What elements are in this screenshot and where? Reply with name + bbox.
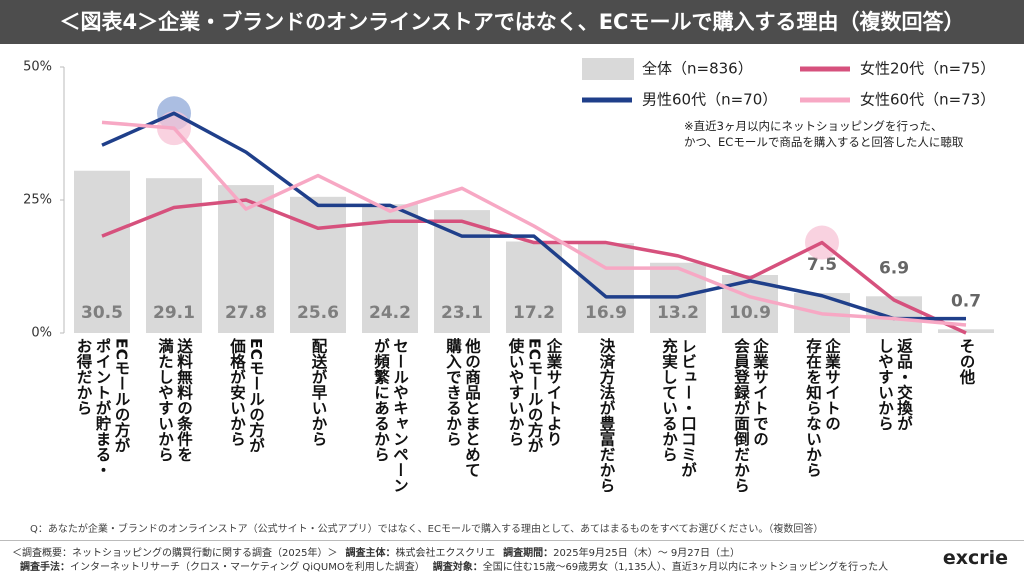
value-label: 16.9 <box>585 303 627 323</box>
value-label: 17.2 <box>513 303 555 323</box>
x-tick-label: その他 <box>957 338 976 385</box>
x-tick-label: 決済方法が豊富だから <box>597 338 616 493</box>
x-tick-label: 企業サイトの 存在を知らないから <box>804 338 841 478</box>
value-label: 24.2 <box>369 303 411 323</box>
logo: excrie <box>942 547 1008 569</box>
title: ＜図表4＞企業・ブランドのオンラインストアではなく、ECモールで購入する理由（複… <box>0 0 1024 44</box>
legend-label: 全体（n=836） <box>642 60 753 78</box>
value-label: 6.9 <box>879 258 909 278</box>
x-tick-label: 他の商品とまとめて 購入できるから <box>444 338 481 478</box>
x-tick-label: 配送が早いから <box>309 338 328 447</box>
value-label: 29.1 <box>153 303 195 323</box>
x-tick-label: 返品・交換が しやすいから <box>876 338 913 431</box>
footer-label: 調査主体： <box>345 548 396 559</box>
legend-swatch <box>582 58 634 80</box>
line <box>101 120 967 327</box>
bar <box>74 170 130 333</box>
footer-text: インターネットリサーチ（クロス・マーケティング QiQUMOを利用した調査） <box>70 562 425 573</box>
value-label: 30.5 <box>81 303 123 323</box>
footer-text: 株式会社エクスクリエ <box>395 548 496 559</box>
value-label: 10.9 <box>729 303 771 323</box>
note: ※直近3ヶ月以内にネットショッピングを行った、 かつ、ECモールで商品を購入する… <box>684 119 964 149</box>
y-tick-label: 50% <box>23 60 52 75</box>
x-tick-label: ECモールの方が ポイントが貯まる・ お得だから <box>74 338 131 478</box>
value-label: 7.5 <box>807 255 837 275</box>
x-tick-label: 企業サイトでの 会員登録が面倒だから <box>732 338 769 493</box>
value-label: 25.6 <box>297 303 339 323</box>
legend-label: 男性60代（n=70） <box>642 91 777 109</box>
bar <box>506 241 562 333</box>
bar <box>866 296 922 333</box>
bar <box>434 210 490 333</box>
x-tick-label: 送料無料の条件を 満たしやすいから <box>156 338 193 462</box>
x-tick-label: 企業サイトより ECモールの方が 使いやすいから <box>506 338 563 453</box>
legend-label: 女性20代（n=75） <box>860 60 995 78</box>
y-tick-label: 25% <box>23 193 52 208</box>
chart: 0% 25% 50% 30.5 29.1 27.8 25.6 24.2 23.1 17.2 16.9… <box>23 58 995 341</box>
footer-label: 調査期間： <box>503 548 554 559</box>
value-label: 13.2 <box>657 303 699 323</box>
footer-label: 調査対象： <box>432 562 483 573</box>
value-label: 27.8 <box>225 303 267 323</box>
footer-text: 全国に住む15歳～69歳男女（1,135人）、直近3ヶ月以内にネットショッピング… <box>482 562 889 573</box>
footer-text: ＜調査概要：ネットショッピングの購買行動に関する調査（2025年）＞ <box>12 548 338 559</box>
line <box>101 111 966 321</box>
value-label: 23.1 <box>441 303 483 323</box>
value-label: 0.7 <box>951 291 981 311</box>
y-tick-label: 0% <box>31 326 52 341</box>
x-tick-label: ECモールの方が 価格が安いから <box>228 338 265 453</box>
footer: ＜調査概要：ネットショッピングの購買行動に関する調査（2025年）＞ 調査主体：株… <box>0 540 1024 573</box>
question: Q：あなたが企業・ブランドのオンラインストア（公式サイト・公式アプリ）ではなく、… <box>30 524 824 535</box>
x-tick-label: レビュー・口コミが 充実しているから <box>660 338 697 478</box>
bar <box>362 204 418 333</box>
footer-text: 2025年9月25日（木）～ 9月27日（土） <box>553 548 740 559</box>
line <box>101 198 967 335</box>
legend-label: 女性60代（n=73） <box>860 91 995 109</box>
x-tick-label: セールやキャンペーン が頻繁にあるから <box>372 338 409 493</box>
footer-line: ＜調査概要：ネットショッピングの購買行動に関する調査（2025年）＞ 調査主体：株… <box>12 544 740 559</box>
footer-label: 調査手法： <box>20 562 70 573</box>
footer-line: 調査手法：インターネットリサーチ（クロス・マーケティング QiQUMOを利用した… <box>12 558 888 573</box>
